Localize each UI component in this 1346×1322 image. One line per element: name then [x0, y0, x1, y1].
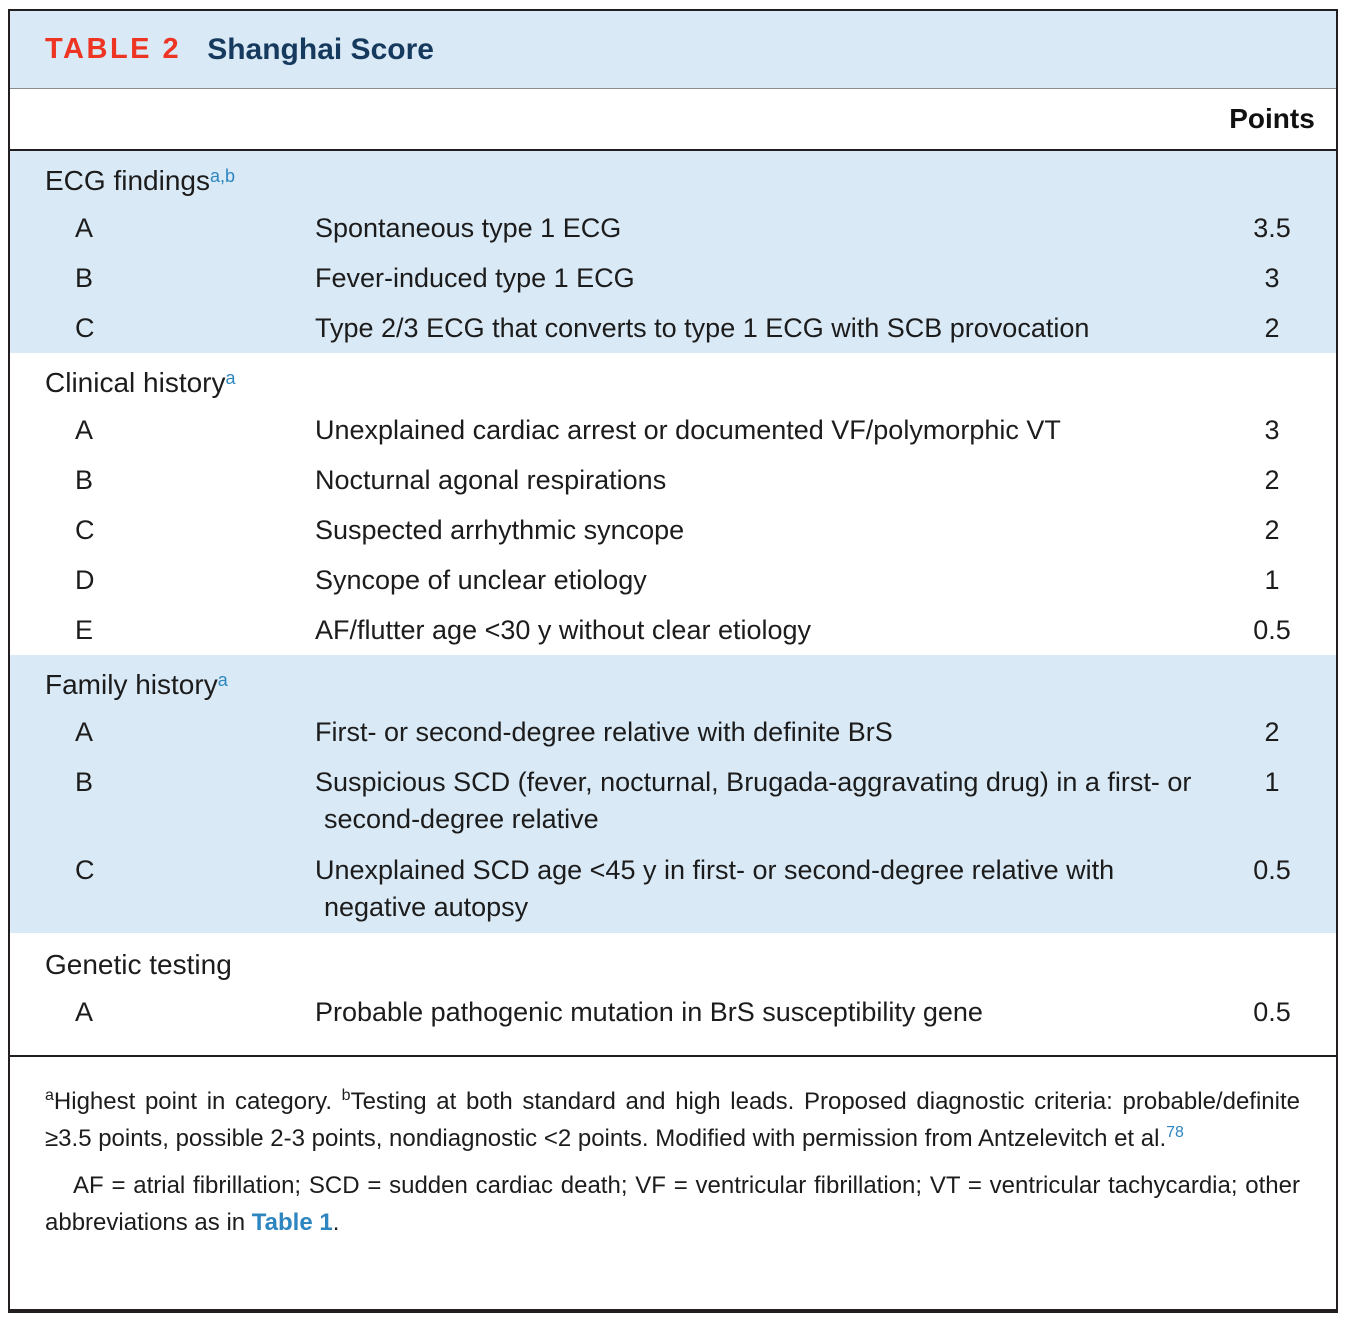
row-points: 1 — [1264, 564, 1280, 595]
row-points: 3 — [1264, 414, 1280, 445]
reference-78-link[interactable]: 78 — [1166, 1124, 1184, 1141]
table-row: C Type 2/3 ECG that converts to type 1 E… — [10, 303, 1336, 353]
row-letter: A — [75, 414, 94, 445]
footnote-abbreviations: AF = atrial fibrillation; SCD = sudden c… — [45, 1167, 1300, 1241]
row-description: Type 2/3 ECG that converts to type 1 ECG… — [315, 312, 1090, 343]
table-title-bar: TABLE 2 Shanghai Score — [10, 11, 1336, 89]
row-points: 3.5 — [1253, 212, 1291, 243]
row-description: Suspected arrhythmic syncope — [315, 514, 685, 545]
section-header: Genetic testing — [10, 943, 1336, 987]
table-row: C Suspected arrhythmic syncope 2 — [10, 505, 1336, 555]
abbreviations-text: AF = atrial fibrillation; SCD = sudden c… — [45, 1172, 1300, 1236]
section-footnote-marker: a — [217, 670, 228, 690]
table-row: A Probable pathogenic mutation in BrS su… — [10, 987, 1336, 1037]
section-genetic-testing: Genetic testing A Probable pathogenic mu… — [10, 933, 1336, 1055]
section-header: Clinical history a — [10, 361, 1336, 405]
row-points: 2 — [1264, 312, 1280, 343]
table-row: A Unexplained cardiac arrest or document… — [10, 405, 1336, 455]
table-row: A First- or second-degree relative with … — [10, 707, 1336, 757]
row-letter: B — [75, 767, 94, 797]
row-letter: C — [75, 855, 95, 885]
section-header: Family history a — [10, 663, 1336, 707]
row-letter: A — [75, 716, 94, 747]
table-row: D Syncope of unclear etiology 1 — [10, 555, 1336, 605]
row-points: 2 — [1264, 716, 1280, 747]
row-description: Unexplained cardiac arrest or documented… — [315, 414, 1061, 445]
table-row: B Suspicious SCD (fever, nocturnal, Brug… — [10, 757, 1336, 845]
section-title: Family history — [45, 669, 218, 700]
row-description: Spontaneous type 1 ECG — [315, 212, 622, 243]
row-points: 0.5 — [1253, 855, 1291, 885]
section-family-history: Family history a A First- or second-degre… — [10, 655, 1336, 933]
row-letter: A — [75, 996, 94, 1027]
section-ecg-findings: ECG findings a,b A Spontaneous type 1 ECG… — [10, 151, 1336, 353]
section-title: Clinical history — [45, 367, 226, 398]
row-letter: B — [75, 262, 94, 293]
footnote-text-a: Highest point in category. — [53, 1088, 342, 1115]
row-points: 0.5 — [1253, 996, 1291, 1027]
row-description: Fever-induced type 1 ECG — [315, 262, 635, 293]
table-label: TABLE 2 — [45, 33, 182, 65]
table-title: Shanghai Score — [207, 32, 434, 66]
table-row: E AF/flutter age <30 y without clear eti… — [10, 605, 1336, 655]
row-description: Probable pathogenic mutation in BrS susc… — [315, 996, 983, 1027]
row-description: AF/flutter age <30 y without clear etiol… — [315, 614, 812, 645]
row-description: Syncope of unclear etiology — [315, 564, 647, 595]
section-title: ECG findings — [45, 165, 210, 196]
row-letter: E — [75, 614, 94, 645]
row-description: Nocturnal agonal respirations — [315, 464, 667, 495]
section-footnote-marker: a — [225, 368, 236, 388]
table-row: B Fever-induced type 1 ECG 3 — [10, 253, 1336, 303]
row-letter: C — [75, 312, 95, 343]
footnote-marker-b: b — [341, 1087, 351, 1104]
row-points: 2 — [1264, 514, 1280, 545]
row-letter: B — [75, 464, 94, 495]
column-header-row: Points — [10, 89, 1336, 151]
row-points: 0.5 — [1253, 614, 1291, 645]
points-column-header: Points — [1229, 103, 1315, 134]
row-letter: A — [75, 212, 94, 243]
table-1-link[interactable]: Table 1 — [251, 1209, 333, 1236]
row-letter: C — [75, 514, 95, 545]
section-footnote-marker: a,b — [209, 166, 235, 186]
table-footnotes: aHighest point in category. bTesting at … — [10, 1055, 1336, 1241]
row-description: Unexplained SCD age <45 y in first- or s… — [315, 855, 1115, 922]
section-header: ECG findings a,b — [10, 159, 1336, 203]
row-points: 3 — [1264, 262, 1280, 293]
footnote-marker-a: a — [45, 1087, 54, 1104]
row-points: 1 — [1264, 767, 1280, 797]
footnote-text-b: Testing at both standard and high leads.… — [45, 1088, 1300, 1152]
footnote-criteria: aHighest point in category. bTesting at … — [45, 1083, 1300, 1157]
table-row: B Nocturnal agonal respirations 2 — [10, 455, 1336, 505]
shanghai-score-table: TABLE 2 Shanghai Score Points ECG findin… — [8, 9, 1338, 1313]
row-letter: D — [75, 564, 95, 595]
row-description: First- or second-degree relative with de… — [315, 716, 893, 747]
abbreviations-tail: . — [332, 1209, 340, 1236]
section-title: Genetic testing — [45, 949, 232, 980]
row-description: Suspicious SCD (fever, nocturnal, Brugad… — [315, 767, 1192, 834]
table-row: A Spontaneous type 1 ECG 3.5 — [10, 203, 1336, 253]
section-clinical-history: Clinical history a A Unexplained cardiac … — [10, 353, 1336, 655]
table-row: C Unexplained SCD age <45 y in first- or… — [10, 845, 1336, 933]
row-points: 2 — [1264, 464, 1280, 495]
